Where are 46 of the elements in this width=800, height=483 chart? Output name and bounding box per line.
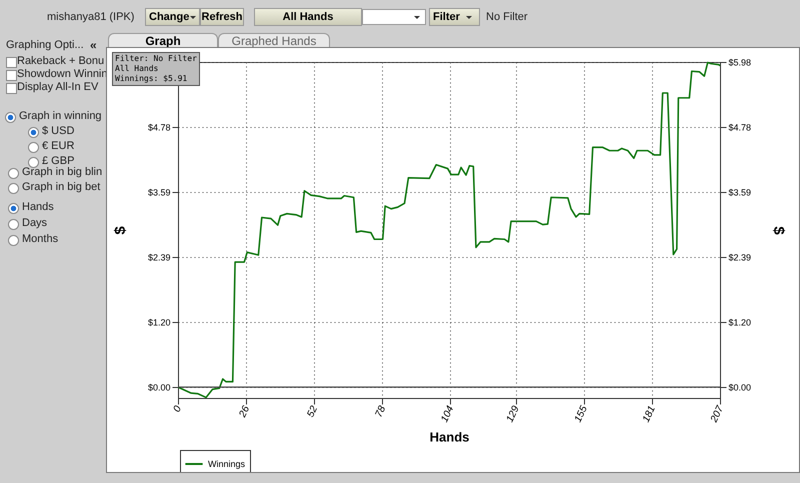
text: Hands <box>22 201 54 213</box>
x-tick-label: 155 <box>572 404 590 424</box>
y2-tick-label: $0.00 <box>728 382 752 393</box>
y2-tick-label: $5.98 <box>728 58 752 68</box>
y-tick-label: $4.78 <box>148 122 170 133</box>
text: Refresh <box>200 8 244 26</box>
y2-axis-title: $ <box>770 226 788 236</box>
x-axis-title: Hands <box>430 430 470 445</box>
y2-tick-label: $4.78 <box>728 122 752 133</box>
y-tick-label: $1.20 <box>148 317 170 328</box>
y2-tick-label: $2.39 <box>728 252 752 263</box>
text: Months <box>22 233 58 245</box>
text: mishanya81 (IPK) <box>47 11 134 23</box>
legend-label: Winnings <box>208 459 246 469</box>
annotation: Filter: No Filter <box>115 54 197 64</box>
y-tick-label: $3.59 <box>148 187 170 198</box>
x-tick-label: 52 <box>305 404 320 420</box>
text: Graph in big bet <box>22 181 100 193</box>
x-tick-label: 129 <box>504 404 522 424</box>
text: Days <box>22 217 48 229</box>
text: £ GBP <box>42 155 74 167</box>
text: Graph in winning <box>19 110 102 122</box>
text: All Hands <box>254 8 362 26</box>
y2-tick-label: $1.20 <box>728 317 752 328</box>
text: € EUR <box>42 140 74 152</box>
y-tick-label: $2.39 <box>148 252 170 263</box>
x-tick-label: 0 <box>172 404 184 414</box>
text: All Hands <box>115 64 160 74</box>
text: Display All-In EV <box>17 81 98 93</box>
text: $ USD <box>42 125 74 137</box>
text: « <box>90 38 97 52</box>
text: Graphing Opti... <box>6 39 84 51</box>
text: No Filter <box>486 11 528 23</box>
text: Change <box>145 8 200 26</box>
y-axis-title: $ <box>112 226 129 235</box>
x-tick-label: 207 <box>708 404 726 426</box>
annotation: Winnings: $5.91 <box>115 74 188 84</box>
x-tick-label: 104 <box>439 404 456 424</box>
text: Graph in big blin <box>22 166 102 178</box>
y-tick-label: $0.00 <box>148 382 170 393</box>
x-tick-label: 26 <box>236 404 252 420</box>
x-tick-label: 181 <box>640 404 658 424</box>
text: Rakeback + Bonu <box>17 55 104 67</box>
text: Filter <box>429 8 480 26</box>
y2-tick-label: $3.59 <box>728 187 752 198</box>
x-tick-label: 78 <box>374 404 388 420</box>
